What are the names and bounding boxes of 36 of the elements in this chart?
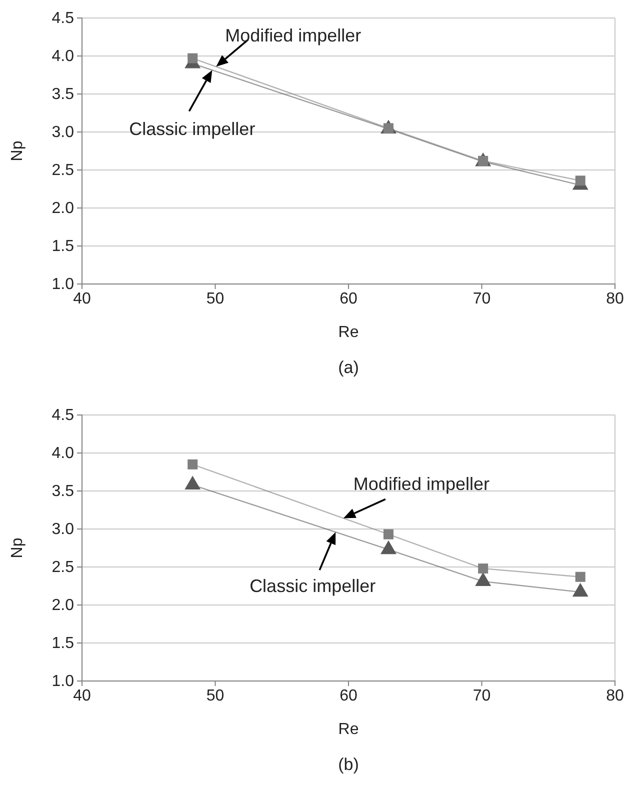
- x-tick-label: 70: [472, 290, 491, 308]
- y-tick-label: 1.5: [52, 238, 74, 256]
- series-label: Classic impeller: [250, 576, 376, 596]
- y-tick-label: 4.5: [52, 407, 74, 424]
- y-tick-label: 2.5: [52, 559, 74, 576]
- x-tick-label: 80: [606, 687, 624, 704]
- x-tick-label: 40: [73, 290, 91, 308]
- y-tick-label: 4.0: [52, 445, 74, 462]
- y-tick-label: 4.0: [52, 48, 74, 66]
- series-label: Classic impeller: [129, 118, 256, 139]
- x-tick-label: 60: [340, 290, 358, 308]
- y-tick-label: 4.5: [52, 10, 74, 28]
- series-label: Modified impeller: [353, 474, 490, 494]
- y-axis-title: Np: [9, 538, 26, 558]
- y-tick-label: 2.0: [52, 200, 74, 218]
- y-tick-label: 3.0: [52, 124, 74, 142]
- x-tick-label: 80: [606, 290, 624, 308]
- series-label: Modified impeller: [225, 25, 362, 46]
- y-tick-label: 2.0: [52, 597, 74, 614]
- y-tick-label: 1.5: [52, 635, 74, 652]
- y-tick-label: 3.5: [52, 483, 74, 500]
- x-tick-label: 60: [340, 687, 358, 704]
- text: (a): [338, 358, 359, 377]
- y-tick-label: 3.5: [52, 86, 74, 104]
- y-tick-label: 1.0: [52, 673, 74, 690]
- x-tick-label: 50: [206, 687, 224, 704]
- x-tick-label: 70: [472, 687, 491, 704]
- x-tick-label: 50: [206, 290, 224, 308]
- text: (b): [338, 755, 359, 774]
- x-tick-label: 40: [73, 687, 91, 704]
- x-axis-title: Re: [338, 324, 359, 341]
- y-tick-label: 1.0: [52, 276, 74, 294]
- y-axis-title: Np: [9, 140, 26, 162]
- y-tick-label: 2.5: [52, 162, 74, 180]
- x-axis-title: Re: [338, 721, 359, 738]
- y-tick-label: 3.0: [52, 521, 74, 538]
